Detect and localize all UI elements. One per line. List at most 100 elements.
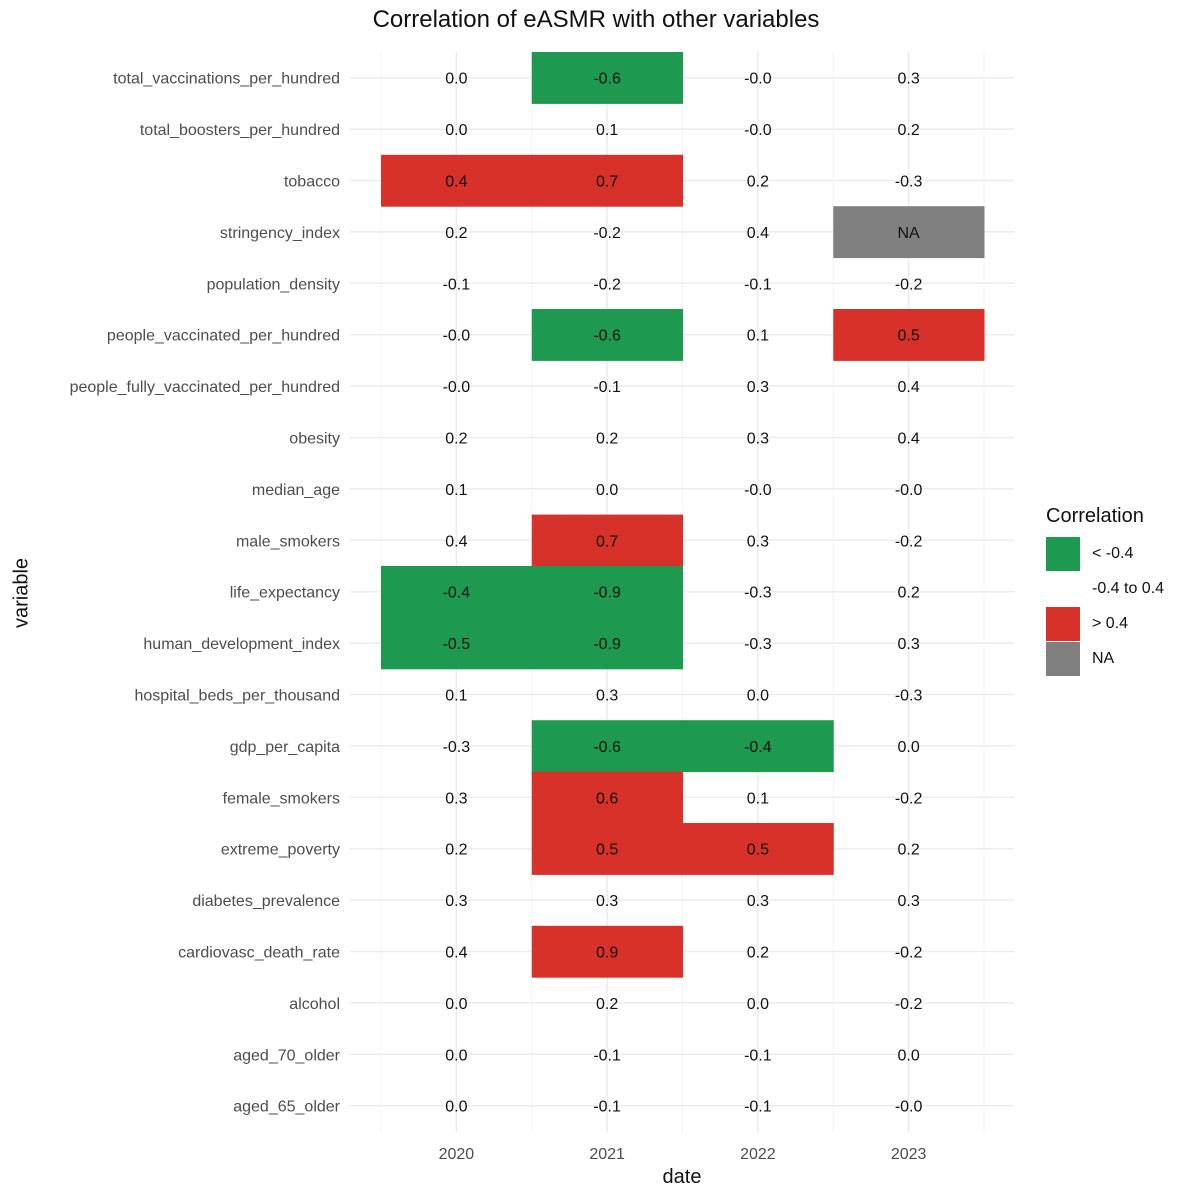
cell-value-label: -0.3 [744,585,772,602]
cell-value-label: 0.3 [747,379,769,396]
cell-value-label: 0.7 [596,174,618,191]
y-tick-label: people_fully_vaccinated_per_hundred [70,379,340,396]
cell-value-label: 0.3 [898,893,920,910]
cell-value-label: -0.0 [744,71,772,88]
y-tick-label: female_smokers [223,790,340,807]
y-tick-label: alcohol [289,996,340,1013]
cell-value-label: 0.2 [898,122,920,139]
heatmap-tile-low [381,566,533,618]
cell-value-label: -0.5 [443,636,471,653]
heatmap-tile-low [531,720,683,773]
cell-value-label: 0.0 [445,1099,467,1116]
legend-item-na: NA [1046,641,1164,676]
cell-value-label: NA [898,225,921,242]
cell-value-label: 0.0 [445,1047,467,1064]
cell-value-label: -0.2 [895,996,923,1013]
cell-value-label: -0.2 [895,533,923,550]
legend-item-high: > 0.4 [1046,606,1164,641]
cell-value-label: 0.0 [747,688,769,705]
cell-value-label: 0.3 [747,893,769,910]
cell-value-label: 0.1 [747,328,769,345]
cell-value-label: 0.5 [747,842,769,859]
legend-swatch-low [1046,536,1080,571]
heatmap-tile-low [531,566,683,618]
cell-value-label: 0.3 [898,71,920,88]
y-tick-label: population_density [207,276,340,293]
cell-value-label: 0.2 [445,225,467,242]
cell-value-label: -0.6 [593,739,621,756]
cell-value-label: 0.0 [596,482,618,499]
cell-value-label: 0.3 [445,790,467,807]
heatmap-tile-high [531,514,683,567]
x-tick-label: 2021 [589,1146,625,1163]
cell-value-label: 0.4 [445,174,467,191]
cell-value-label: 0.2 [898,842,920,859]
cell-value-label: 0.0 [747,996,769,1013]
cell-value-label: 0.3 [596,688,618,705]
cell-value-label: 0.4 [898,379,920,396]
cell-value-label: 0.1 [747,790,769,807]
y-tick-label: cardiovasc_death_rate [178,945,340,962]
y-tick-label: people_vaccinated_per_hundred [107,328,340,345]
y-tick-label: stringency_index [220,225,340,242]
cell-value-label: -0.1 [593,1099,621,1116]
cell-value-label: 0.1 [445,482,467,499]
heatmap-tile-high [531,823,683,875]
cell-value-label: 0.2 [445,842,467,859]
y-tick-label: hospital_beds_per_thousand [135,688,341,705]
y-tick-label: total_boosters_per_hundred [140,122,340,139]
heatmap-tile-low [531,309,683,361]
cell-value-label: 0.2 [898,585,920,602]
heatmap-tile-high [531,925,683,978]
cell-value-label: -0.1 [593,379,621,396]
cell-value-label: 0.2 [747,174,769,191]
cell-value-label: -0.1 [443,276,471,293]
heatmap-tile-high [531,771,683,824]
legend-label-high: > 0.4 [1092,614,1129,632]
cell-value-label: 0.2 [747,945,769,962]
cell-value-label: -0.1 [744,1099,772,1116]
cell-value-label: 0.9 [596,945,618,962]
heatmap-tile-high [833,309,985,361]
y-tick-label: aged_70_older [233,1047,340,1064]
legend-label-na: NA [1092,649,1115,667]
y-tick-label: total_vaccinations_per_hundred [113,71,340,88]
heatmap-tile-low [531,52,683,104]
cell-value-label: -0.3 [895,174,923,191]
cell-value-label: 0.3 [747,533,769,550]
heatmap-tile-high [531,154,683,207]
cell-value-label: -0.4 [443,585,471,602]
cell-value-label: -0.2 [593,225,621,242]
cell-value-label: -0.2 [895,945,923,962]
cell-value-label: 0.2 [596,431,618,448]
cell-value-label: 0.5 [898,328,920,345]
cell-value-label: -0.0 [443,328,471,345]
heatmap-tile-high [682,823,834,875]
cell-value-label: 0.3 [747,431,769,448]
cell-value-label: 0.1 [445,688,467,705]
legend: Correlation < -0.4 -0.4 to 0.4 > 0.4 NA [1046,505,1164,676]
y-tick-label: aged_65_older [233,1099,340,1116]
cell-value-label: -0.2 [593,276,621,293]
cell-value-label: 0.4 [747,225,769,242]
cell-value-label: -0.0 [744,482,772,499]
cell-value-label: -0.3 [744,636,772,653]
y-tick-label: life_expectancy [230,585,340,602]
chart-title: Correlation of eASMR with other variable… [372,6,820,33]
cell-value-label: -0.3 [895,688,923,705]
cell-value-label: -0.3 [443,739,471,756]
cell-value-label: -0.1 [744,276,772,293]
cell-value-label: 0.0 [445,122,467,139]
cell-value-label: 0.0 [898,1047,920,1064]
cell-value-label: 0.3 [596,893,618,910]
legend-title: Correlation [1046,505,1144,527]
cell-value-label: 0.4 [898,431,920,448]
legend-label-low: < -0.4 [1092,544,1134,562]
cell-value-label: 0.0 [445,71,467,88]
y-tick-label: diabetes_prevalence [192,893,340,910]
legend-item-neutral: -0.4 to 0.4 [1046,571,1164,606]
cell-value-label: 0.5 [596,842,618,859]
cell-value-label: 0.2 [596,996,618,1013]
